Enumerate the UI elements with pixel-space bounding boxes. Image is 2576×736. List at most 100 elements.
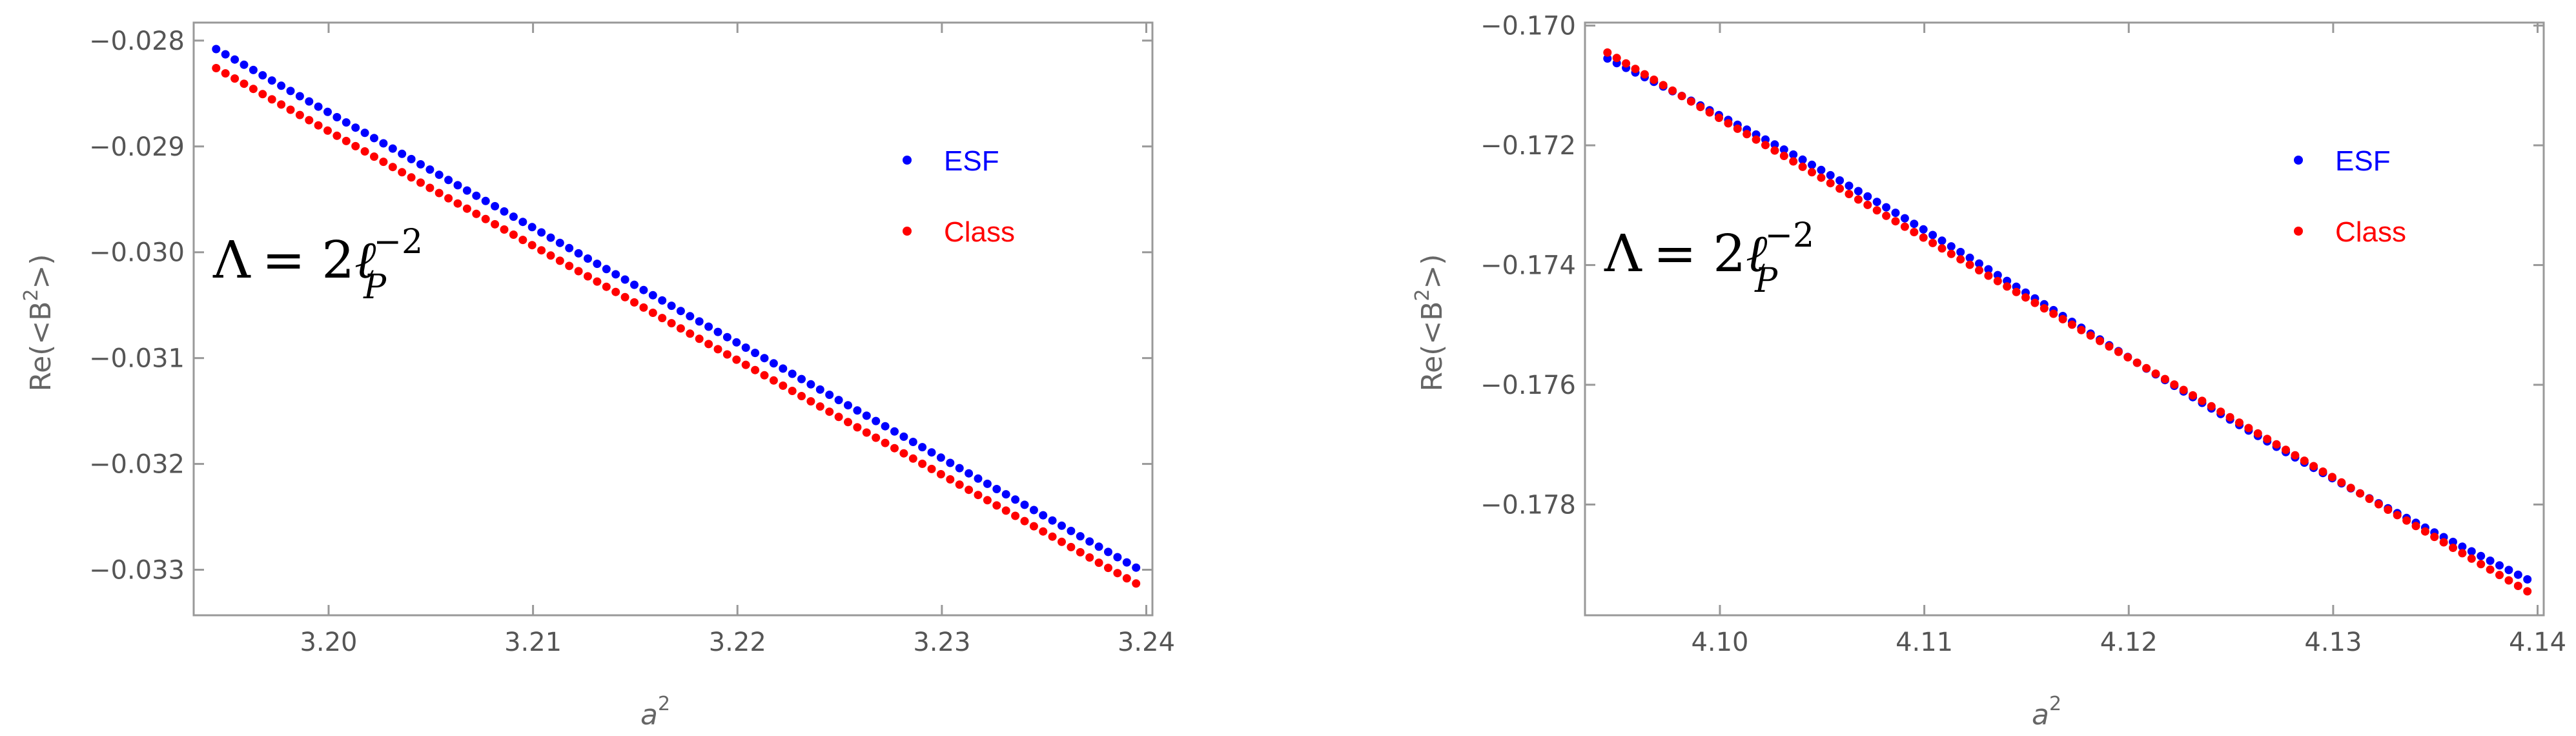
data-point-esf (379, 139, 388, 148)
data-point-class (593, 277, 602, 286)
data-point-class (992, 501, 1001, 510)
data-point-esf (872, 416, 881, 425)
data-point-esf (648, 291, 657, 300)
data-point-esf (936, 453, 945, 462)
data-point-esf (527, 223, 537, 232)
data-point-class (1928, 238, 1937, 247)
data-point-esf (834, 396, 843, 405)
data-point-class (797, 392, 806, 400)
data-point-class (936, 470, 945, 478)
data-point-esf (620, 275, 629, 284)
data-point-esf (1835, 176, 1845, 185)
data-point-class (2318, 467, 2327, 476)
legend-left: ESF Class (903, 145, 1015, 248)
data-point-class (332, 131, 342, 140)
x-ticks-left: 3.20 3.21 3.22 3.23 3.24 (300, 23, 1175, 657)
data-point-esf (416, 160, 425, 169)
data-point-class (398, 168, 407, 177)
data-point-esf (500, 207, 509, 216)
data-point-class (509, 230, 518, 239)
data-point-esf (1845, 181, 1854, 190)
data-point-esf (1001, 490, 1010, 499)
data-point-class (1612, 54, 1621, 63)
data-point-esf (295, 92, 304, 101)
data-point-esf (1039, 511, 1048, 520)
data-point-esf (434, 170, 444, 179)
data-point-class (2253, 429, 2262, 438)
x-tick-label: 3.24 (1118, 628, 1175, 657)
data-point-class (500, 225, 509, 234)
data-point-class (1104, 564, 1112, 573)
data-point-esf (2449, 537, 2457, 546)
data-point-esf (1048, 516, 1057, 525)
legend-marker-esf (903, 156, 912, 165)
data-point-class (1686, 97, 1695, 106)
data-point-class (267, 95, 276, 104)
data-point-class (1668, 86, 1677, 95)
data-point-esf (667, 302, 676, 311)
y-tick-label: −0.174 (1480, 251, 1576, 281)
legend-marker-class (903, 227, 912, 236)
data-point-class (277, 100, 286, 109)
data-point-class (360, 147, 369, 156)
data-point-esf (686, 312, 695, 321)
data-point-esf (249, 65, 258, 74)
data-point-class (1122, 574, 1131, 583)
data-point-esf (1113, 553, 1122, 562)
data-point-class (1779, 152, 1788, 160)
data-point-esf (741, 343, 750, 352)
data-point-esf (1956, 247, 1965, 256)
data-point-esf (722, 332, 731, 342)
data-point-class (1882, 211, 1891, 220)
data-point-class (2225, 413, 2234, 422)
data-point-class (1789, 157, 1798, 166)
data-point-esf (1965, 253, 1974, 262)
data-point-esf (425, 165, 434, 174)
data-point-class (565, 261, 574, 271)
data-point-class (351, 141, 360, 150)
data-point-esf (1779, 145, 1788, 154)
data-point-class (1817, 173, 1826, 182)
data-point-esf (1770, 140, 1779, 149)
data-point-esf (1058, 521, 1066, 530)
data-point-esf (444, 176, 453, 185)
data-point-class (2477, 560, 2486, 569)
data-point-class (676, 324, 685, 333)
x-tick-label: 3.22 (709, 628, 766, 657)
data-point-esf (1808, 160, 1816, 169)
data-point-class (890, 444, 899, 453)
legend-marker-esf (2294, 156, 2303, 165)
data-point-esf (918, 443, 927, 452)
data-point-class (1845, 190, 1854, 198)
data-point-class (620, 292, 629, 302)
data-point-esf (1085, 537, 1094, 546)
data-point-class (2356, 489, 2365, 498)
y-tick-label: −0.176 (1480, 371, 1576, 400)
data-point-esf (472, 191, 481, 200)
x-ticks-right: 4.10 4.11 4.12 4.13 4.14 (1691, 23, 2566, 657)
data-point-esf (946, 458, 955, 467)
data-point-class (955, 480, 964, 489)
data-point-class (704, 340, 713, 349)
data-point-class (1733, 124, 1742, 133)
data-point-class (2160, 374, 2169, 383)
data-point-class (2151, 369, 2160, 378)
data-point-class (2123, 353, 2132, 362)
legend-label-esf: ESF (944, 145, 999, 177)
data-point-class (983, 496, 992, 505)
data-point-class (1039, 527, 1048, 536)
data-point-class (1705, 108, 1714, 117)
data-point-class (658, 314, 667, 323)
data-point-class (230, 74, 240, 83)
data-point-esf (630, 280, 639, 289)
data-point-class (1067, 542, 1076, 551)
data-point-esf (555, 238, 564, 247)
legend-label-esf: ESF (2335, 145, 2391, 177)
data-point-class (741, 360, 750, 369)
data-point-esf (1067, 526, 1076, 535)
data-point-class (1919, 233, 1928, 242)
data-point-class (2272, 440, 2281, 449)
data-point-esf (1104, 547, 1112, 557)
data-point-class (1984, 271, 1993, 280)
data-point-esf (546, 233, 555, 242)
